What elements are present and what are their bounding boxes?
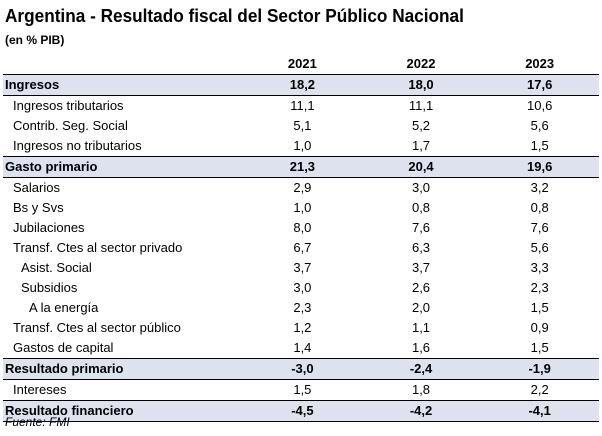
- row-value: 2,0: [411, 300, 431, 315]
- row-value: -4,5: [243, 400, 362, 422]
- row-value: 1,0: [293, 200, 312, 215]
- header-label-cell: [3, 54, 244, 75]
- row-value: 2,3: [530, 280, 549, 295]
- table-row-resultado-financiero: Resultado financiero -4,5 -4,2 -4,1: [3, 400, 599, 422]
- table-row: Contrib. Seg. Social 5,1 5,2 5,6: [3, 116, 599, 136]
- row-label: Resultado primario: [3, 358, 244, 380]
- row-value: 0,9: [530, 320, 549, 335]
- year-header: 2021: [243, 54, 362, 75]
- row-value: 0,8: [530, 200, 549, 215]
- table-row: Bs y Svs 1,0 0,8 0,8: [3, 198, 599, 218]
- row-value: 8,0: [293, 220, 312, 235]
- row-label: Resultado financiero: [3, 400, 244, 422]
- row-value: -2,4: [361, 358, 481, 380]
- row-value: 3,7: [293, 260, 312, 275]
- row-value: 19,6: [480, 156, 599, 178]
- page-subtitle: (en % PIB): [5, 33, 65, 47]
- row-value: 3,0: [293, 280, 312, 295]
- row-value: 1,5: [530, 138, 549, 153]
- row-value: 1,8: [411, 382, 431, 397]
- row-label: Ingresos: [3, 74, 244, 96]
- table-row: Ingresos no tributarios 1,0 1,7 1,5: [3, 136, 599, 157]
- fiscal-table-container: 2021 2022 2023 Ingresos 18,2 18,0 17,6 I…: [3, 54, 599, 422]
- row-label: Salarios: [13, 180, 60, 195]
- row-value: 5,6: [530, 240, 549, 255]
- row-value: 1,5: [530, 300, 549, 315]
- row-label: Ingresos tributarios: [13, 98, 124, 113]
- row-value: 2,2: [530, 382, 549, 397]
- row-label: Gasto primario: [3, 156, 244, 178]
- row-label: Transf. Ctes al sector privado: [13, 240, 183, 255]
- row-label: Transf. Ctes al sector público: [13, 320, 181, 335]
- row-value: 1,4: [293, 340, 312, 355]
- row-value: 3,7: [411, 260, 431, 275]
- row-value: 1,7: [411, 138, 431, 153]
- year-header: 2023: [480, 54, 599, 75]
- table-row: Subsidios 3,0 2,6 2,3: [3, 278, 599, 298]
- table-row-resultado-primario: Resultado primario -3,0 -2,4 -1,9: [3, 358, 599, 380]
- table-row: Intereses 1,5 1,8 2,2: [3, 380, 599, 401]
- row-label: Asist. Social: [21, 260, 92, 275]
- row-value: -4,1: [480, 400, 599, 422]
- row-value: 17,6: [480, 74, 599, 96]
- row-value: 0,8: [411, 200, 431, 215]
- page-title: Argentina - Resultado fiscal del Sector …: [5, 5, 464, 26]
- row-label: Intereses: [13, 382, 67, 397]
- row-value: 6,3: [411, 240, 431, 255]
- row-value: 6,7: [293, 240, 312, 255]
- row-value: 1,1: [411, 320, 431, 335]
- fiscal-table: 2021 2022 2023 Ingresos 18,2 18,0 17,6 I…: [3, 54, 599, 422]
- table-row: A la energía 2,3 2,0 1,5: [3, 298, 599, 318]
- table-row: Transf. Ctes al sector público 1,2 1,1 0…: [3, 318, 599, 338]
- row-value: 10,6: [527, 98, 553, 113]
- table-row: Salarios 2,9 3,0 3,2: [3, 178, 599, 199]
- row-value: 20,4: [361, 156, 481, 178]
- row-label: Bs y Svs: [13, 200, 64, 215]
- row-value: 11,1: [408, 98, 434, 113]
- table-row: Asist. Social 3,7 3,7 3,3: [3, 258, 599, 278]
- row-value: 3,3: [530, 260, 549, 275]
- row-value: 1,5: [293, 382, 312, 397]
- row-value: 5,1: [293, 118, 312, 133]
- row-value: -1,9: [480, 358, 599, 380]
- row-value: 5,2: [411, 118, 431, 133]
- row-value: 2,6: [411, 280, 431, 295]
- table-header-row: 2021 2022 2023: [3, 54, 599, 75]
- row-value: 21,3: [243, 156, 362, 178]
- table-row: Transf. Ctes al sector privado 6,7 6,3 5…: [3, 238, 599, 258]
- row-value: 3,2: [530, 180, 549, 195]
- row-value: 5,6: [530, 118, 549, 133]
- row-label: Jubilaciones: [13, 220, 85, 235]
- row-label: Ingresos no tributarios: [13, 138, 142, 153]
- row-label: Gastos de capital: [13, 340, 114, 355]
- table-row: Ingresos tributarios 11,1 11,1 10,6: [3, 96, 599, 117]
- row-value: 1,5: [530, 340, 549, 355]
- row-label: A la energía: [29, 300, 99, 315]
- table-row: Gastos de capital 1,4 1,6 1,5: [3, 338, 599, 359]
- source-note: Fuente: FMI: [5, 415, 70, 429]
- year-header: 2022: [361, 54, 481, 75]
- row-value: 18,0: [361, 74, 481, 96]
- row-value: 7,6: [411, 220, 431, 235]
- row-label: Subsidios: [21, 280, 78, 295]
- row-value: 18,2: [243, 74, 362, 96]
- row-value: 7,6: [530, 220, 549, 235]
- row-value: 1,0: [293, 138, 312, 153]
- table-row-gasto-primario: Gasto primario 21,3 20,4 19,6: [3, 156, 599, 178]
- row-label: Contrib. Seg. Social: [13, 118, 128, 133]
- table-row-ingresos: Ingresos 18,2 18,0 17,6: [3, 74, 599, 96]
- row-value: 2,9: [293, 180, 312, 195]
- row-value: 1,6: [411, 340, 431, 355]
- row-value: -3,0: [243, 358, 362, 380]
- row-value: 11,1: [290, 98, 315, 113]
- row-value: 1,2: [293, 320, 312, 335]
- table-row: Jubilaciones 8,0 7,6 7,6: [3, 218, 599, 238]
- row-value: 3,0: [411, 180, 431, 195]
- row-value: 2,3: [293, 300, 312, 315]
- row-value: -4,2: [361, 400, 481, 422]
